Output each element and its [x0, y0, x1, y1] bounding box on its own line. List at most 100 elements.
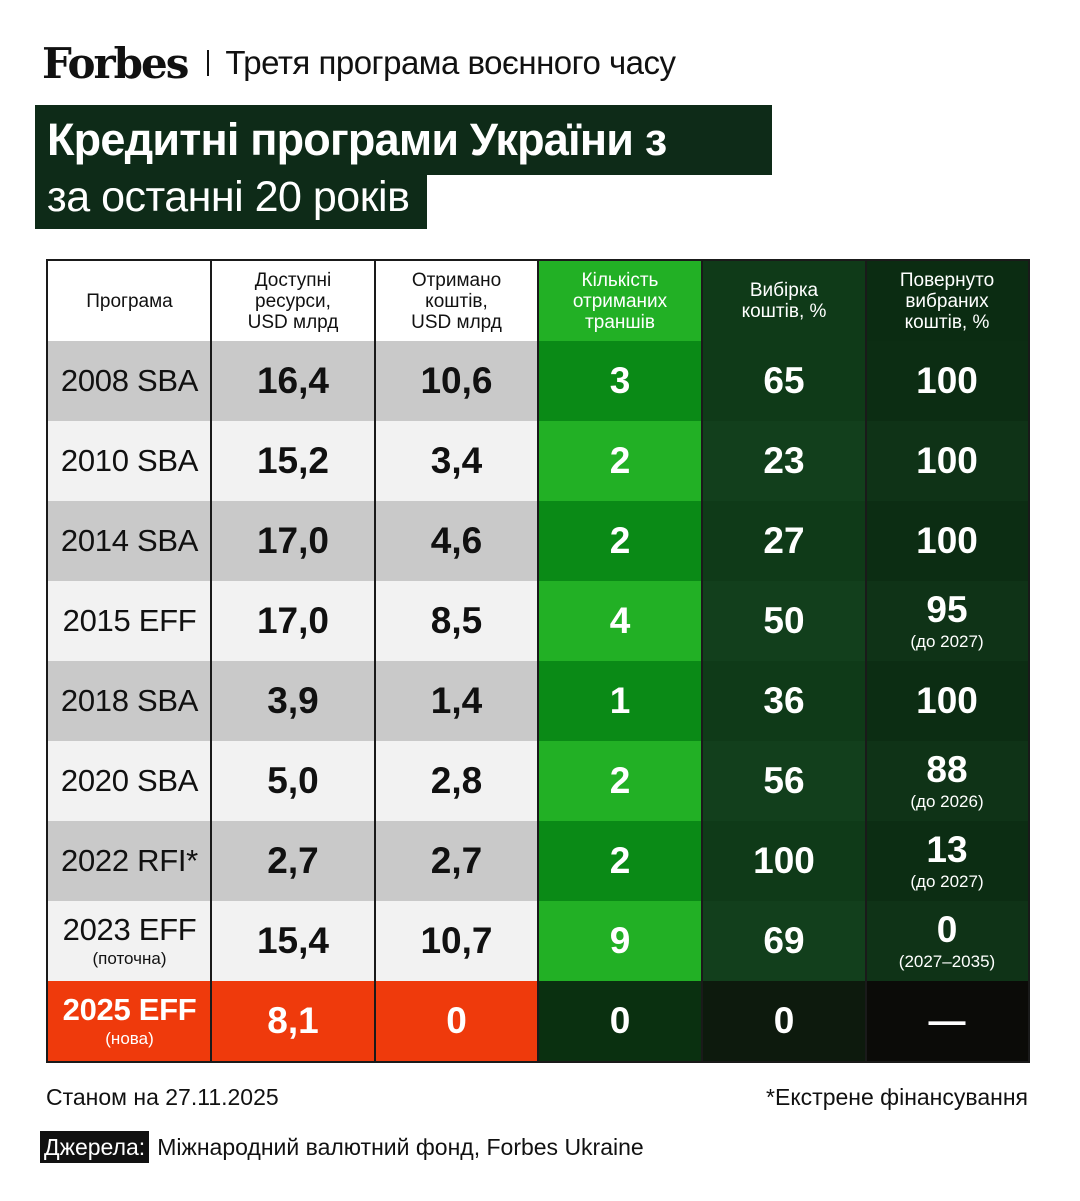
tranches-value: 0	[609, 1000, 631, 1041]
table-cell-program: 2008 SBA	[48, 341, 211, 421]
table-cell-drawdown: 27	[702, 501, 866, 581]
table-cell-available: 15,2	[211, 421, 375, 501]
program-name: 2008 SBA	[60, 363, 199, 398]
received-value: 2,7	[430, 840, 483, 881]
program-note: (поточна)	[92, 949, 167, 968]
repaid-note: (до 2026)	[910, 792, 984, 811]
tranches-value: 2	[609, 520, 631, 561]
repaid-value: 100	[916, 440, 978, 481]
drawdown-value: 27	[763, 520, 805, 561]
tranches-value: 3	[609, 360, 631, 401]
received-value: 10,6	[420, 360, 493, 401]
table-cell-program: 2020 SBA	[48, 741, 211, 821]
available-value: 16,4	[256, 360, 329, 401]
program-name: 2015 EFF	[62, 603, 197, 638]
repaid-value: 88	[926, 749, 968, 790]
column-header-label: Кількість отриманих траншів	[572, 269, 668, 333]
drawdown-value: 0	[773, 1000, 795, 1041]
footnote: *Екстрене фінансування	[766, 1084, 1028, 1110]
table-cell-drawdown: 23	[702, 421, 866, 501]
table-cell-tranches: 2	[538, 501, 702, 581]
table-cell-received: 2,7	[375, 821, 538, 901]
table-cell-available: 17,0	[211, 501, 375, 581]
column-header-available: Доступні ресурси, USD млрд	[211, 261, 375, 341]
table-cell-received: 0	[375, 981, 538, 1061]
column-divider	[374, 261, 376, 1061]
available-value: 5,0	[267, 760, 319, 801]
repaid-value: —	[928, 1000, 966, 1041]
available-value: 3,9	[267, 680, 319, 721]
available-value: 15,4	[256, 920, 329, 961]
top-line: Forbes Третя програма воєнного часу	[42, 38, 676, 88]
repaid-value: 100	[916, 680, 978, 721]
repaid-value: 95	[926, 589, 968, 630]
table-cell-drawdown: 50	[702, 581, 866, 661]
repaid-note: (до 2027)	[910, 872, 984, 891]
column-divider	[865, 261, 867, 1061]
column-header-repaid: Повернуто вибраних коштів, %	[866, 261, 1028, 341]
table-cell-tranches: 4	[538, 581, 702, 661]
tranches-value: 2	[609, 440, 631, 481]
table-cell-received: 10,7	[375, 901, 538, 981]
table-cell-repaid: 13 (до 2027)	[866, 821, 1028, 901]
table-cell-received: 3,4	[375, 421, 538, 501]
table-cell-drawdown: 65	[702, 341, 866, 421]
table-cell-drawdown: 0	[702, 981, 866, 1061]
table-cell-program: 2022 RFI*	[48, 821, 211, 901]
drawdown-value: 56	[763, 760, 805, 801]
column-header-label: Повернуто вибраних коштів, %	[899, 269, 995, 333]
table-cell-available: 16,4	[211, 341, 375, 421]
received-value: 1,4	[430, 680, 483, 721]
drawdown-value: 36	[763, 680, 805, 721]
table-cell-available: 17,0	[211, 581, 375, 661]
sources: Джерела: Міжнародний валютний фонд, Forb…	[40, 1131, 644, 1163]
received-value: 0	[446, 1000, 467, 1041]
tranches-value: 2	[609, 840, 631, 881]
available-value: 8,1	[267, 1000, 319, 1041]
program-name: 2020 SBA	[60, 763, 199, 798]
program-name: 2023 EFF	[62, 912, 197, 947]
program-name: 2014 SBA	[60, 523, 199, 558]
table-cell-program: 2023 EFF (поточна)	[48, 901, 211, 981]
table-cell-tranches: 0	[538, 981, 702, 1061]
received-value: 8,5	[430, 600, 483, 641]
table-cell-program: 2015 EFF	[48, 581, 211, 661]
table-cell-received: 4,6	[375, 501, 538, 581]
tranches-value: 9	[609, 920, 631, 961]
table-cell-repaid: 100	[866, 421, 1028, 501]
repaid-value: 0	[936, 909, 958, 950]
available-value: 2,7	[267, 840, 319, 881]
as-of-date: Станом на 27.11.2025	[46, 1084, 279, 1110]
tranches-value: 1	[609, 680, 631, 721]
received-value: 2,8	[430, 760, 483, 801]
program-name: 2018 SBA	[60, 683, 199, 718]
table-cell-program: 2025 EFF (нова)	[48, 981, 211, 1061]
table-cell-repaid: 88 (до 2026)	[866, 741, 1028, 821]
sources-label: Джерела:	[40, 1131, 150, 1163]
repaid-value: 13	[926, 829, 968, 870]
column-program: Програма 2008 SBA 2010 SBA 2014 SBA 2015 EFF…	[48, 261, 211, 1061]
table-cell-available: 8,1	[211, 981, 375, 1061]
table-cell-tranches: 2	[538, 821, 702, 901]
drawdown-value: 65	[763, 360, 805, 401]
table-cell-drawdown: 36	[702, 661, 866, 741]
table-cell-received: 8,5	[375, 581, 538, 661]
table-cell-available: 2,7	[211, 821, 375, 901]
drawdown-value: 100	[753, 840, 815, 881]
column-tranches: Кількість отриманих траншів 3 2 2 4 1 2 2 9 0	[538, 261, 702, 1061]
table-cell-received: 1,4	[375, 661, 538, 741]
table-cell-repaid: 100	[866, 661, 1028, 741]
received-value: 4,6	[430, 520, 483, 561]
column-repaid: Повернуто вибраних коштів, % 100 100 100 95 (…	[866, 261, 1028, 1061]
column-header-label: Програма	[86, 290, 173, 312]
column-available: Доступні ресурси, USD млрд 16,4 15,2 17,0 17…	[211, 261, 375, 1061]
drawdown-value: 69	[763, 920, 805, 961]
table-cell-repaid: 100	[866, 341, 1028, 421]
table-cell-repaid: 0 (2027–2035)	[866, 901, 1028, 981]
repaid-note: (2027–2035)	[898, 952, 996, 971]
table-cell-tranches: 2	[538, 421, 702, 501]
column-divider	[701, 261, 703, 1061]
table-cell-received: 2,8	[375, 741, 538, 821]
table-cell-program: 2014 SBA	[48, 501, 211, 581]
title-line-2: за останні 20 років	[35, 173, 427, 229]
